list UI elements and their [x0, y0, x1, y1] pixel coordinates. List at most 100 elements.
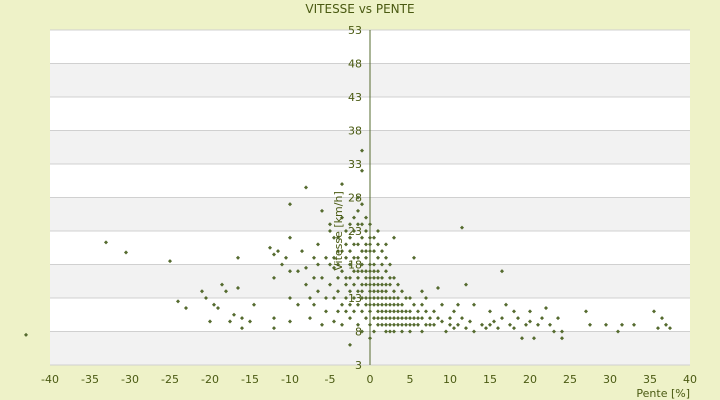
data-point [203, 295, 209, 301]
data-point [395, 295, 401, 301]
data-point [355, 255, 361, 260]
data-point [383, 302, 389, 307]
data-point [455, 322, 461, 327]
data-point [383, 289, 389, 294]
y-tick-label: 18 [348, 259, 362, 272]
data-point [303, 282, 309, 287]
data-point [423, 295, 429, 301]
data-point [391, 302, 397, 307]
data-point [199, 289, 205, 294]
data-point [459, 316, 465, 321]
data-point [391, 275, 397, 280]
data-point [375, 255, 381, 260]
data-point [331, 319, 337, 324]
y-tick-label: 53 [348, 24, 362, 37]
data-point [339, 302, 345, 307]
data-point [403, 295, 409, 301]
data-point [523, 322, 529, 327]
data-point [287, 269, 293, 274]
data-point [323, 255, 329, 260]
data-point [367, 289, 373, 294]
data-point [383, 322, 389, 327]
data-point [331, 265, 337, 270]
data-point [363, 316, 369, 321]
data-point [351, 282, 357, 287]
data-point [347, 235, 353, 240]
data-point [527, 319, 533, 324]
data-point [371, 269, 377, 274]
data-point [375, 295, 381, 301]
data-point [359, 329, 365, 334]
data-point [339, 322, 345, 327]
data-point [363, 269, 369, 274]
data-point [311, 255, 317, 260]
data-point [379, 289, 385, 294]
data-point [351, 295, 357, 301]
data-point [375, 302, 381, 307]
data-point [395, 302, 401, 307]
data-point [499, 316, 505, 321]
data-point [355, 269, 361, 274]
data-point [355, 242, 361, 247]
data-point [371, 262, 377, 267]
data-point [587, 322, 593, 327]
data-point [403, 309, 409, 314]
data-point [387, 282, 393, 287]
data-point [319, 275, 325, 280]
data-point [379, 249, 385, 254]
data-point [371, 282, 377, 287]
data-point [391, 289, 397, 294]
data-point [303, 185, 309, 190]
data-point [367, 222, 373, 227]
data-point [275, 249, 281, 254]
data-point [359, 309, 365, 314]
data-point [427, 316, 433, 321]
x-tick-label: 30 [603, 373, 617, 386]
data-point [251, 302, 257, 307]
data-point [367, 302, 373, 307]
data-point [355, 275, 361, 280]
data-point [347, 289, 353, 294]
data-point [103, 240, 109, 245]
data-point [351, 269, 357, 274]
data-point [335, 249, 341, 254]
data-point [355, 222, 361, 227]
data-point [371, 295, 377, 301]
data-point [283, 255, 289, 260]
data-point [399, 302, 405, 307]
data-point [371, 329, 377, 334]
data-point [651, 309, 657, 314]
data-point [415, 309, 421, 314]
data-point [347, 316, 353, 321]
y-tick-label: 43 [348, 91, 362, 104]
data-point [659, 316, 665, 321]
y-tick-label: 33 [348, 158, 362, 171]
data-point [407, 322, 413, 327]
data-point [383, 316, 389, 321]
x-tick-label: -10 [281, 373, 299, 386]
data-point [367, 309, 373, 314]
data-point [387, 322, 393, 327]
data-point [371, 289, 377, 294]
data-point [307, 316, 313, 321]
data-point [559, 336, 565, 341]
y-tick-label: 3 [355, 359, 362, 372]
data-point [335, 262, 341, 267]
data-point [375, 316, 381, 321]
data-point [295, 269, 301, 274]
data-point [667, 326, 673, 331]
data-point [447, 316, 453, 321]
data-point [419, 302, 425, 307]
data-point [407, 329, 413, 334]
data-point [295, 302, 301, 307]
data-point [331, 255, 337, 260]
data-point [383, 329, 389, 334]
data-point [391, 235, 397, 240]
data-point [359, 235, 365, 240]
x-tick-label: 15 [483, 373, 497, 386]
data-point [359, 249, 365, 254]
data-point [407, 295, 413, 301]
data-point [455, 302, 461, 307]
data-point [355, 302, 361, 307]
